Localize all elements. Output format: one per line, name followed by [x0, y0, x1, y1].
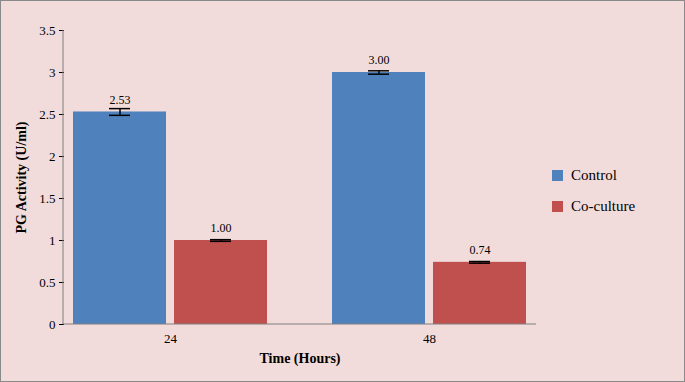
svg-text:1.5: 1.5	[39, 191, 55, 206]
svg-text:0.5: 0.5	[39, 275, 55, 290]
svg-text:48: 48	[423, 331, 436, 346]
html-text:Co-culture: Co-culture	[571, 198, 636, 214]
svg-text:PG Activity (U/ml): PG Activity (U/ml)	[14, 121, 30, 233]
svg-text:3.5: 3.5	[39, 23, 55, 38]
svg-text:3.00: 3.00	[369, 53, 390, 67]
svg-text:2.53: 2.53	[110, 93, 131, 107]
html-text:Control: Control	[571, 167, 617, 183]
svg-text:3: 3	[49, 65, 56, 80]
svg-text:1.00: 1.00	[211, 221, 232, 235]
svg-text:0.74: 0.74	[470, 243, 491, 257]
svg-text:2.5: 2.5	[39, 107, 55, 122]
svg-text:2: 2	[49, 149, 56, 164]
svg-text:0: 0	[49, 317, 56, 332]
svg-text:1: 1	[49, 233, 56, 248]
svg-text:24: 24	[164, 331, 178, 346]
svg-text:Time (Hours): Time (Hours)	[259, 351, 340, 367]
